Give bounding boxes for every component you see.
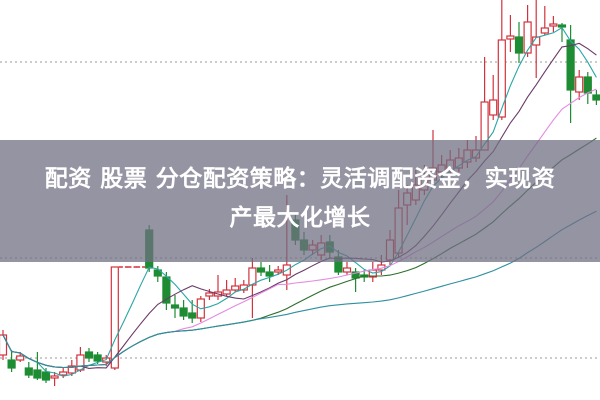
candle-down xyxy=(592,94,600,101)
ma5-line xyxy=(2,26,597,377)
candle-down xyxy=(162,276,171,304)
candle-down xyxy=(265,271,274,277)
candle-up xyxy=(506,35,515,40)
candle-up xyxy=(532,36,541,46)
title-overlay-band xyxy=(0,140,600,262)
title-line-2: 产最大化增长 xyxy=(229,205,371,231)
candle-up xyxy=(274,269,283,273)
article-title: 配资 股票 分仓配资策略：灵活调配资金，实现资 产最大化增长 xyxy=(0,160,600,238)
candle-down xyxy=(583,76,592,94)
candle-up xyxy=(50,375,59,379)
title-line-1: 配资 股票 分仓配资策略：灵活调配资金，实现资 xyxy=(44,166,556,192)
candle-up xyxy=(16,355,25,361)
candle-down xyxy=(566,39,575,91)
candle-down xyxy=(7,359,16,369)
candle-up xyxy=(497,39,506,118)
candle-down xyxy=(153,269,162,277)
candle-up xyxy=(523,21,532,54)
candle-down xyxy=(256,267,266,273)
candle-down xyxy=(514,36,524,54)
candle-up xyxy=(231,285,240,291)
candle-up xyxy=(0,334,8,356)
candle-up xyxy=(342,267,352,273)
candle-up xyxy=(248,267,257,286)
candle-down xyxy=(351,271,360,279)
candle-down xyxy=(33,369,42,379)
candle-down xyxy=(93,354,102,362)
candle-up xyxy=(76,354,85,371)
candle-down xyxy=(179,307,188,317)
candle-up xyxy=(575,76,584,93)
candle-up xyxy=(59,371,68,376)
candle-down xyxy=(84,351,94,359)
candle-up xyxy=(67,365,76,374)
candle-up xyxy=(549,23,558,27)
candle-down xyxy=(170,304,180,309)
ma60-line xyxy=(2,210,597,369)
candle-down xyxy=(557,24,567,28)
candle-up xyxy=(489,99,498,116)
candle-up xyxy=(540,27,549,34)
candle-down xyxy=(41,371,51,381)
candle-up xyxy=(222,289,231,295)
candle-down xyxy=(24,367,33,376)
candle-down xyxy=(188,312,197,319)
candle-up xyxy=(205,292,214,297)
candle-up xyxy=(110,266,119,369)
